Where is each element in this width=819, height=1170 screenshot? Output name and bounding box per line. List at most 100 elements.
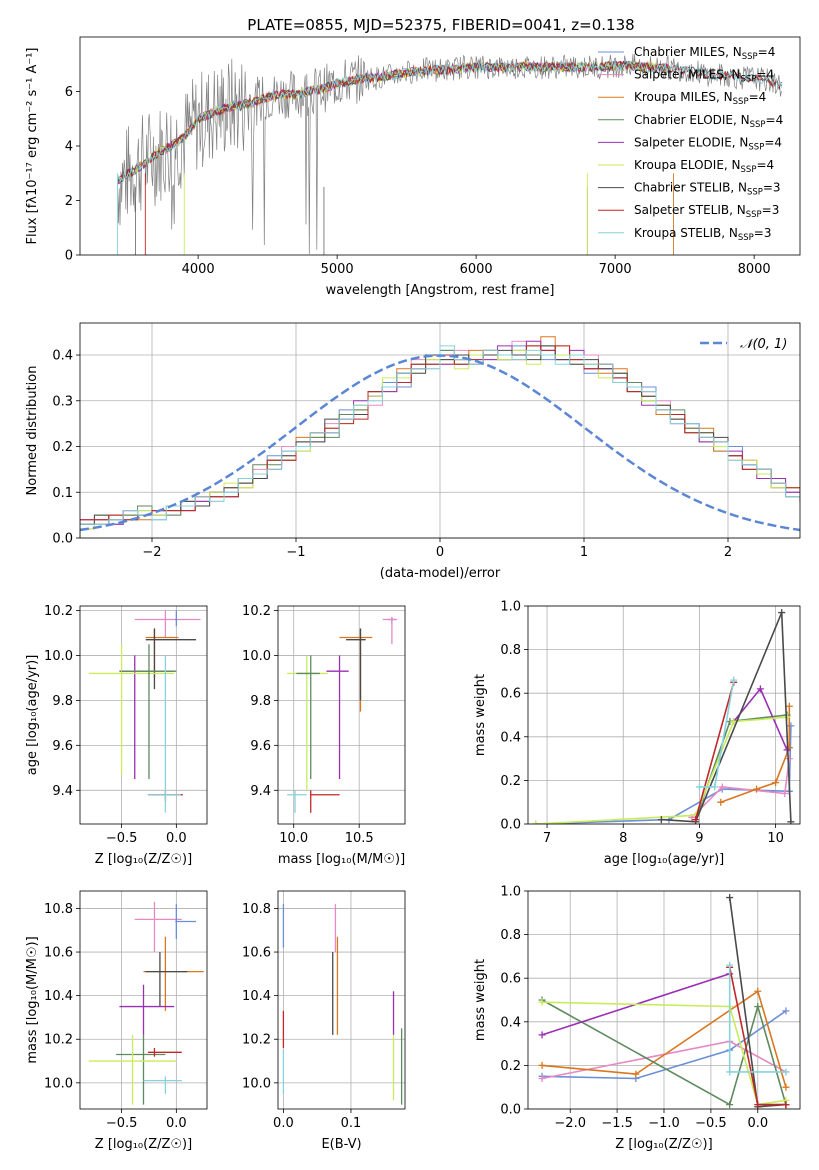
weight-point-marker bbox=[692, 816, 700, 824]
weight-point-marker bbox=[754, 1003, 762, 1011]
y-tick-label: 2 bbox=[65, 194, 73, 209]
legend-label: Kroupa MILES, NSSP=4 bbox=[634, 90, 766, 107]
plot-area bbox=[80, 336, 800, 538]
weight-point-marker bbox=[782, 1083, 790, 1091]
y-tick-label: 0.2 bbox=[500, 774, 521, 789]
legend-label: 𝒩(0, 1) bbox=[740, 337, 787, 352]
y-tick-label: 0.3 bbox=[52, 394, 73, 409]
plot-area bbox=[117, 54, 783, 255]
x-axis-label: Z [log₁₀(Z/Z☉)] bbox=[95, 852, 192, 867]
legend-label: Salpeter ELODIE, NSSP=4 bbox=[634, 135, 782, 152]
y-tick-label: 10.0 bbox=[242, 1076, 271, 1091]
x-axis-label: age [log₁₀(age/yr)] bbox=[604, 852, 725, 867]
normal-curve bbox=[80, 354, 800, 532]
weight-point-marker bbox=[538, 1031, 546, 1039]
x-tick-label: −2.0 bbox=[554, 1116, 586, 1131]
y-tick-label: 0 bbox=[65, 249, 73, 264]
y-tick-label: 10.6 bbox=[242, 946, 271, 961]
y-tick-label: 10.2 bbox=[242, 1033, 271, 1048]
x-tick-label: 9 bbox=[695, 831, 703, 846]
weight-line bbox=[542, 1010, 787, 1080]
panel-residuals: −2 −1 0 1 2 0.0 0.1 0.2 0.3 0.4 (data-model)/error… bbox=[25, 322, 801, 581]
weight-point-marker bbox=[778, 609, 786, 617]
x-tick-label: 4000 bbox=[182, 262, 215, 277]
x-tick-label: 1 bbox=[580, 545, 588, 560]
panel-weight-vs-age: 7 8 9 10 0.0 0.2 0.4 0.6 0.8 1.0 age [log₁₀(age/yr… bbox=[473, 600, 801, 867]
y-axis-label: Normed distribution bbox=[25, 366, 40, 496]
weight-point-marker bbox=[730, 676, 738, 684]
y-tick-label: 0.4 bbox=[500, 730, 521, 745]
weight-point-marker bbox=[726, 1068, 734, 1076]
panel-age-vs-mass: 10.0 10.5 9.4 9.6 9.8 10.0 10.2 mass [log₁₀(M/M… bbox=[242, 604, 406, 867]
weight-point-marker bbox=[632, 1070, 640, 1078]
weight-point-marker bbox=[782, 1007, 790, 1015]
plot-area bbox=[88, 610, 201, 813]
weight-point-marker bbox=[726, 1101, 734, 1109]
weight-line bbox=[535, 716, 788, 824]
y-tick-label: 0.1 bbox=[52, 486, 73, 501]
weight-point-marker bbox=[756, 685, 764, 693]
legend-label: Kroupa STELIB, NSSP=3 bbox=[634, 226, 772, 243]
legend-label: Salpeter STELIB, NSSP=3 bbox=[634, 203, 779, 220]
histogram-step-line bbox=[80, 340, 800, 538]
weight-point-marker bbox=[753, 785, 761, 793]
y-tick-label: 10.8 bbox=[242, 902, 271, 917]
y-tick-label: 0.0 bbox=[500, 818, 521, 833]
x-tick-label: −0.5 bbox=[106, 831, 138, 846]
axes-frame bbox=[79, 890, 208, 1110]
plot-area bbox=[287, 617, 398, 813]
x-tick-label: 7000 bbox=[599, 262, 632, 277]
axes-frame bbox=[527, 605, 801, 825]
panel-mass-vs-EBV: 0.0 0.1 10.0 10.2 10.4 10.6 10.8 E(B-V) bbox=[242, 890, 406, 1152]
chart-title: PLATE=0855, MJD=52375, FIBERID=0041, z=0… bbox=[247, 16, 634, 34]
y-tick-label: 10.0 bbox=[44, 649, 73, 664]
x-tick-label: 10.5 bbox=[345, 831, 374, 846]
x-tick-label: 8 bbox=[619, 831, 627, 846]
y-tick-label: 1.0 bbox=[500, 600, 521, 615]
weight-line bbox=[542, 1001, 787, 1106]
x-tick-label: 7 bbox=[543, 831, 551, 846]
y-tick-label: 9.8 bbox=[52, 694, 73, 709]
y-tick-label: 9.8 bbox=[250, 694, 271, 709]
y-tick-label: 1.0 bbox=[500, 885, 521, 900]
weight-line bbox=[694, 682, 735, 820]
weight-line bbox=[661, 612, 792, 823]
weight-point-marker bbox=[754, 1101, 762, 1109]
weight-line bbox=[542, 990, 787, 1088]
data-spectrum-line bbox=[117, 54, 782, 255]
weight-point-marker bbox=[718, 783, 726, 791]
x-tick-label: 0.0 bbox=[166, 1116, 187, 1131]
y-tick-label: 10.4 bbox=[44, 989, 73, 1004]
x-tick-label: 10.0 bbox=[279, 831, 308, 846]
x-tick-label: −2 bbox=[142, 545, 161, 560]
legend: Chabrier MILES, NSSP=4 Salpeter MILES, NS… bbox=[598, 45, 783, 243]
gridlines bbox=[278, 606, 405, 824]
weight-point-marker bbox=[538, 998, 546, 1006]
y-tick-label: 9.4 bbox=[52, 784, 73, 799]
model-spectrum-line bbox=[117, 60, 783, 183]
weight-point-marker bbox=[726, 961, 734, 969]
x-axis-label: (data-model)/error bbox=[380, 566, 501, 581]
weight-point-marker bbox=[787, 818, 795, 824]
x-tick-label: 10 bbox=[767, 831, 784, 846]
x-tick-label: 0.1 bbox=[341, 1116, 362, 1131]
x-axis-label: Z [log₁₀(Z/Z☉)] bbox=[95, 1137, 192, 1152]
legend-label: Kroupa ELODIE, NSSP=4 bbox=[634, 158, 774, 175]
histogram-step-line bbox=[80, 349, 800, 538]
weight-point-marker bbox=[538, 1061, 546, 1069]
x-tick-label: 0.0 bbox=[747, 1116, 768, 1131]
x-tick-label: 8000 bbox=[738, 262, 771, 277]
legend: 𝒩(0, 1) bbox=[700, 337, 787, 352]
y-tick-label: 0.4 bbox=[500, 1015, 521, 1030]
y-tick-label: 0.0 bbox=[500, 1103, 521, 1118]
weight-point-marker bbox=[781, 789, 789, 797]
legend-label: Salpeter MILES, NSSP=4 bbox=[634, 68, 774, 85]
panel-mass-vs-Z: −0.5 0.0 10.0 10.2 10.4 10.6 10.8 Z [log₁₀(Z/Z☉… bbox=[25, 890, 208, 1152]
y-tick-label: 9.6 bbox=[250, 739, 271, 754]
y-tick-label: 10.8 bbox=[44, 902, 73, 917]
histogram-step-line bbox=[80, 340, 800, 538]
plot-area bbox=[88, 901, 204, 1105]
y-tick-label: 10.0 bbox=[242, 649, 271, 664]
x-tick-label: 5000 bbox=[321, 262, 354, 277]
